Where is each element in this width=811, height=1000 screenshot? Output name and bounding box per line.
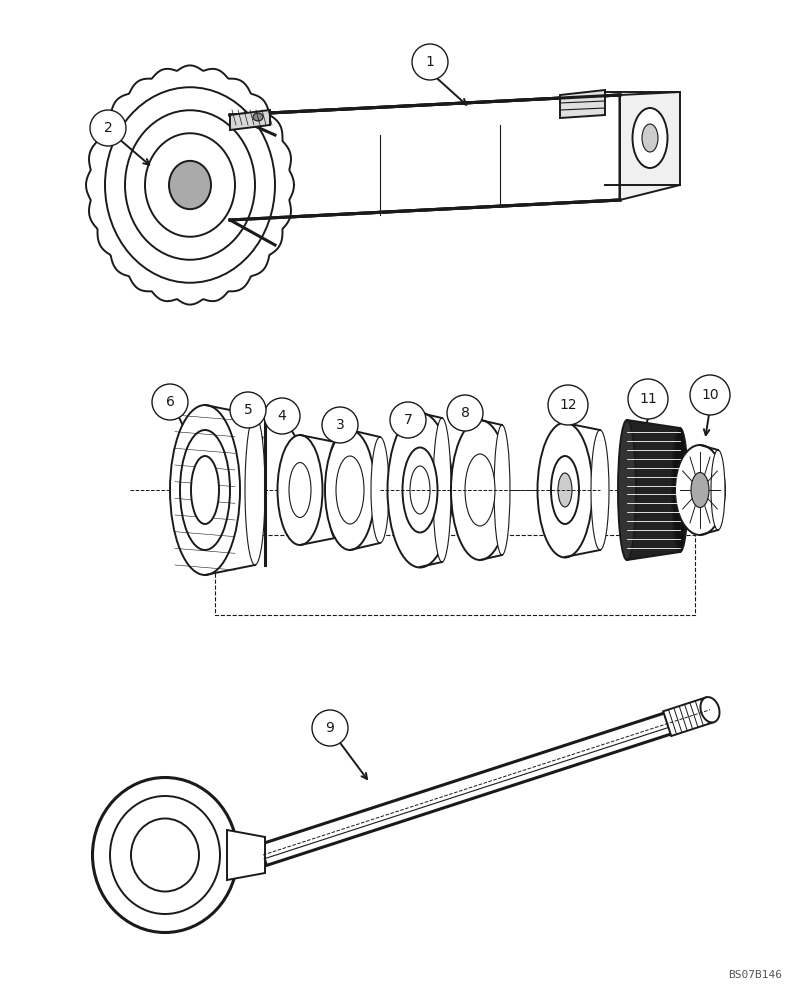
Ellipse shape <box>289 462 311 518</box>
Polygon shape <box>86 65 294 305</box>
Ellipse shape <box>617 420 635 560</box>
Ellipse shape <box>92 777 237 932</box>
Text: 8: 8 <box>460 406 469 420</box>
Ellipse shape <box>327 442 342 538</box>
Text: BS07B146: BS07B146 <box>727 970 781 980</box>
Ellipse shape <box>387 412 452 568</box>
Ellipse shape <box>169 405 240 575</box>
Ellipse shape <box>674 445 724 535</box>
Ellipse shape <box>336 456 363 524</box>
Ellipse shape <box>371 437 388 543</box>
Ellipse shape <box>324 430 375 550</box>
Circle shape <box>411 44 448 80</box>
Text: 10: 10 <box>701 388 718 402</box>
Ellipse shape <box>245 415 264 565</box>
Ellipse shape <box>642 124 657 152</box>
Ellipse shape <box>632 108 667 168</box>
Polygon shape <box>230 95 620 220</box>
Circle shape <box>90 110 126 146</box>
Polygon shape <box>560 90 604 118</box>
Polygon shape <box>620 92 679 200</box>
Ellipse shape <box>493 425 509 555</box>
Circle shape <box>152 384 188 420</box>
Ellipse shape <box>410 466 430 514</box>
Polygon shape <box>260 699 713 865</box>
Polygon shape <box>227 830 264 880</box>
Ellipse shape <box>169 161 211 209</box>
Ellipse shape <box>131 818 199 891</box>
Text: 9: 9 <box>325 721 334 735</box>
Text: 2: 2 <box>104 121 112 135</box>
Polygon shape <box>564 423 599 557</box>
Polygon shape <box>626 420 679 560</box>
Ellipse shape <box>700 697 719 722</box>
Ellipse shape <box>253 113 263 121</box>
Polygon shape <box>230 110 270 130</box>
Text: 7: 7 <box>403 413 412 427</box>
Ellipse shape <box>551 456 578 524</box>
Text: 1: 1 <box>425 55 434 69</box>
Circle shape <box>230 392 266 428</box>
Circle shape <box>627 379 667 419</box>
Ellipse shape <box>710 450 724 530</box>
Polygon shape <box>299 435 335 545</box>
Ellipse shape <box>450 420 508 560</box>
Ellipse shape <box>180 430 230 550</box>
Polygon shape <box>699 445 717 535</box>
Text: 6: 6 <box>165 395 174 409</box>
Ellipse shape <box>672 428 687 552</box>
Polygon shape <box>479 420 501 560</box>
Text: 3: 3 <box>335 418 344 432</box>
Ellipse shape <box>191 456 219 524</box>
Polygon shape <box>419 413 441 567</box>
Text: 11: 11 <box>638 392 656 406</box>
Ellipse shape <box>590 430 608 550</box>
Polygon shape <box>204 405 255 575</box>
Circle shape <box>689 375 729 415</box>
Circle shape <box>322 407 358 443</box>
Ellipse shape <box>432 418 450 562</box>
Text: 4: 4 <box>277 409 286 423</box>
Circle shape <box>389 402 426 438</box>
Text: 5: 5 <box>243 403 252 417</box>
Ellipse shape <box>690 473 708 508</box>
Ellipse shape <box>402 448 437 532</box>
Ellipse shape <box>465 454 495 526</box>
Ellipse shape <box>537 422 592 558</box>
Ellipse shape <box>277 435 322 545</box>
Circle shape <box>311 710 348 746</box>
Circle shape <box>547 385 587 425</box>
Ellipse shape <box>557 473 571 507</box>
Polygon shape <box>350 430 380 550</box>
Ellipse shape <box>109 796 220 914</box>
Text: 12: 12 <box>559 398 576 412</box>
Circle shape <box>264 398 299 434</box>
Bar <box>215 535 694 615</box>
Polygon shape <box>663 697 713 736</box>
Circle shape <box>446 395 483 431</box>
